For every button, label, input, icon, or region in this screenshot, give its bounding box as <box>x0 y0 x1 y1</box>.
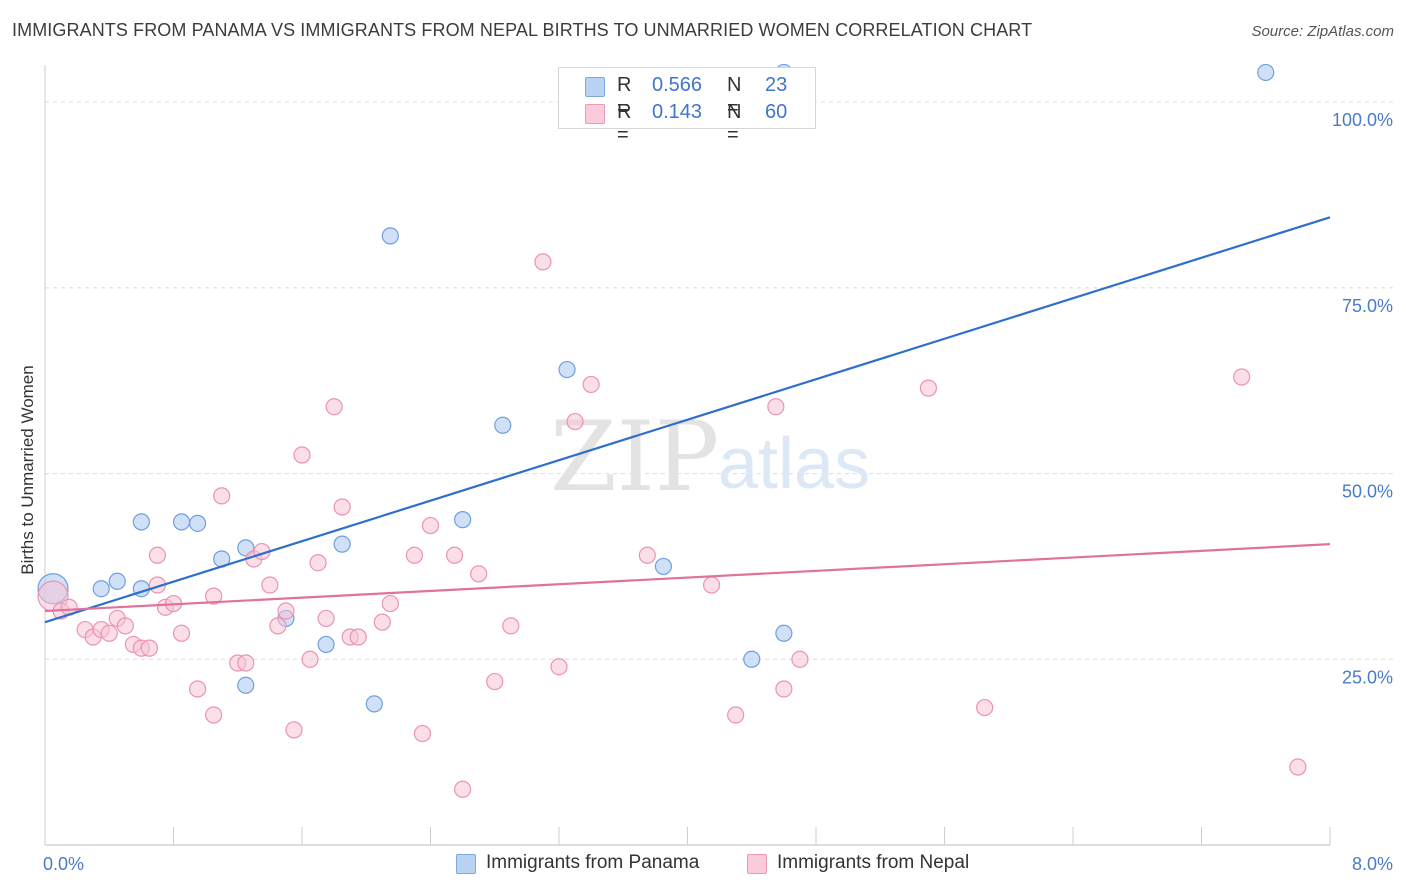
panama-point <box>365 695 383 713</box>
y-tick-label: 75.0% <box>1342 296 1393 316</box>
data-points <box>37 63 1307 798</box>
nepal-point <box>205 587 223 605</box>
y-axis-label: Births to Unmarried Women <box>18 365 37 574</box>
bottom-legend-label-panama: Immigrants from Panama <box>486 852 700 873</box>
nepal-point <box>976 698 994 717</box>
bottom-legend-swatch-panama <box>456 854 476 874</box>
legend: R = 0.566 N = 23 R = 0.143 N = 60 <box>558 67 816 146</box>
nepal-point <box>791 650 809 668</box>
nepal-point <box>309 554 327 572</box>
x-tick-label-start: 0.0% <box>43 854 84 874</box>
nepal-point <box>702 576 721 594</box>
panama-point <box>333 535 351 553</box>
nepal-point <box>767 398 785 416</box>
nepal-point <box>421 516 440 535</box>
nepal-point <box>172 624 191 642</box>
panama-point <box>317 635 335 654</box>
nepal-point <box>566 412 584 431</box>
nepal-point <box>100 624 118 642</box>
panama-point <box>92 580 110 598</box>
source-label: Source: ZipAtlas.com <box>1251 23 1394 40</box>
y-tick-label: 100.0% <box>1332 110 1393 130</box>
panama-point <box>1257 63 1275 82</box>
panama-point <box>188 514 207 532</box>
panama-point <box>558 360 576 379</box>
nepal-point <box>405 546 424 564</box>
tick-labels: 25.0% 50.0% 75.0% 100.0% 0.0% 8.0% <box>43 110 1393 874</box>
nepal-point <box>470 565 488 583</box>
nepal-trend-line <box>44 543 1331 613</box>
nepal-point <box>381 594 399 613</box>
nepal-point <box>269 617 287 635</box>
nepal-point <box>502 617 520 635</box>
legend-swatch-panama <box>585 77 605 97</box>
legend-r-value: 0.566 <box>652 74 703 96</box>
nepal-point <box>486 672 504 691</box>
legend-n-label: N = <box>727 101 742 146</box>
panama-point <box>494 416 512 434</box>
panama-trend-line <box>44 216 1331 624</box>
bottom-legend-label-nepal: Immigrants from Nepal <box>777 852 970 873</box>
nepal-point <box>1233 368 1251 386</box>
nepal-point <box>293 446 311 464</box>
legend-n-value: 23 <box>765 74 788 96</box>
nepal-point <box>140 639 159 657</box>
nepal-point <box>373 613 391 631</box>
nepal-point <box>445 546 464 564</box>
legend-n-label: N = <box>727 74 742 119</box>
legend-n-value: 60 <box>765 101 788 123</box>
nepal-point <box>454 780 472 798</box>
nepal-point <box>148 546 167 564</box>
nepal-point <box>325 398 343 416</box>
y-tick-label: 50.0% <box>1342 482 1393 502</box>
nepal-point <box>775 680 793 698</box>
nepal-point <box>919 379 938 397</box>
x-tick-label-end: 8.0% <box>1352 854 1393 874</box>
nepal-point <box>188 680 207 698</box>
panama-point <box>654 557 673 576</box>
trend-lines <box>44 216 1331 624</box>
legend-r-label: R = <box>617 101 632 146</box>
nepal-point <box>638 546 656 564</box>
nepal-point <box>727 706 745 724</box>
panama-point <box>381 227 399 245</box>
legend-r-label: R = <box>617 74 632 119</box>
nepal-point <box>277 602 295 620</box>
axes <box>44 65 1331 846</box>
panama-point <box>775 624 793 642</box>
nepal-point <box>550 658 568 676</box>
legend-r-value: 0.143 <box>652 101 703 123</box>
nepal-point <box>534 253 552 271</box>
nepal-point <box>413 724 432 743</box>
watermark: ZIP atlas <box>550 401 870 513</box>
nepal-point <box>582 375 600 394</box>
nepal-point <box>205 706 223 724</box>
y-tick-label: 25.0% <box>1342 667 1393 687</box>
nepal-point <box>213 487 231 505</box>
panama-point <box>132 513 150 531</box>
panama-point <box>108 572 126 590</box>
legend-swatch-nepal <box>585 104 605 124</box>
nepal-point <box>317 609 335 628</box>
chart-title: IMMIGRANTS FROM PANAMA VS IMMIGRANTS FRO… <box>12 20 1033 40</box>
nepal-point <box>237 654 255 672</box>
bottom-legend-swatch-nepal <box>747 854 767 874</box>
panama-point <box>172 513 191 531</box>
nepal-point <box>261 576 279 594</box>
nepal-point <box>1289 758 1307 776</box>
panama-point <box>454 511 472 529</box>
nepal-point <box>116 617 134 635</box>
nepal-point <box>349 628 367 646</box>
panama-point <box>743 650 761 668</box>
nepal-point <box>285 721 303 739</box>
nepal-point <box>333 498 351 516</box>
watermark-atlas: atlas <box>718 424 870 504</box>
panama-point <box>237 676 255 694</box>
nepal-point <box>301 650 319 668</box>
